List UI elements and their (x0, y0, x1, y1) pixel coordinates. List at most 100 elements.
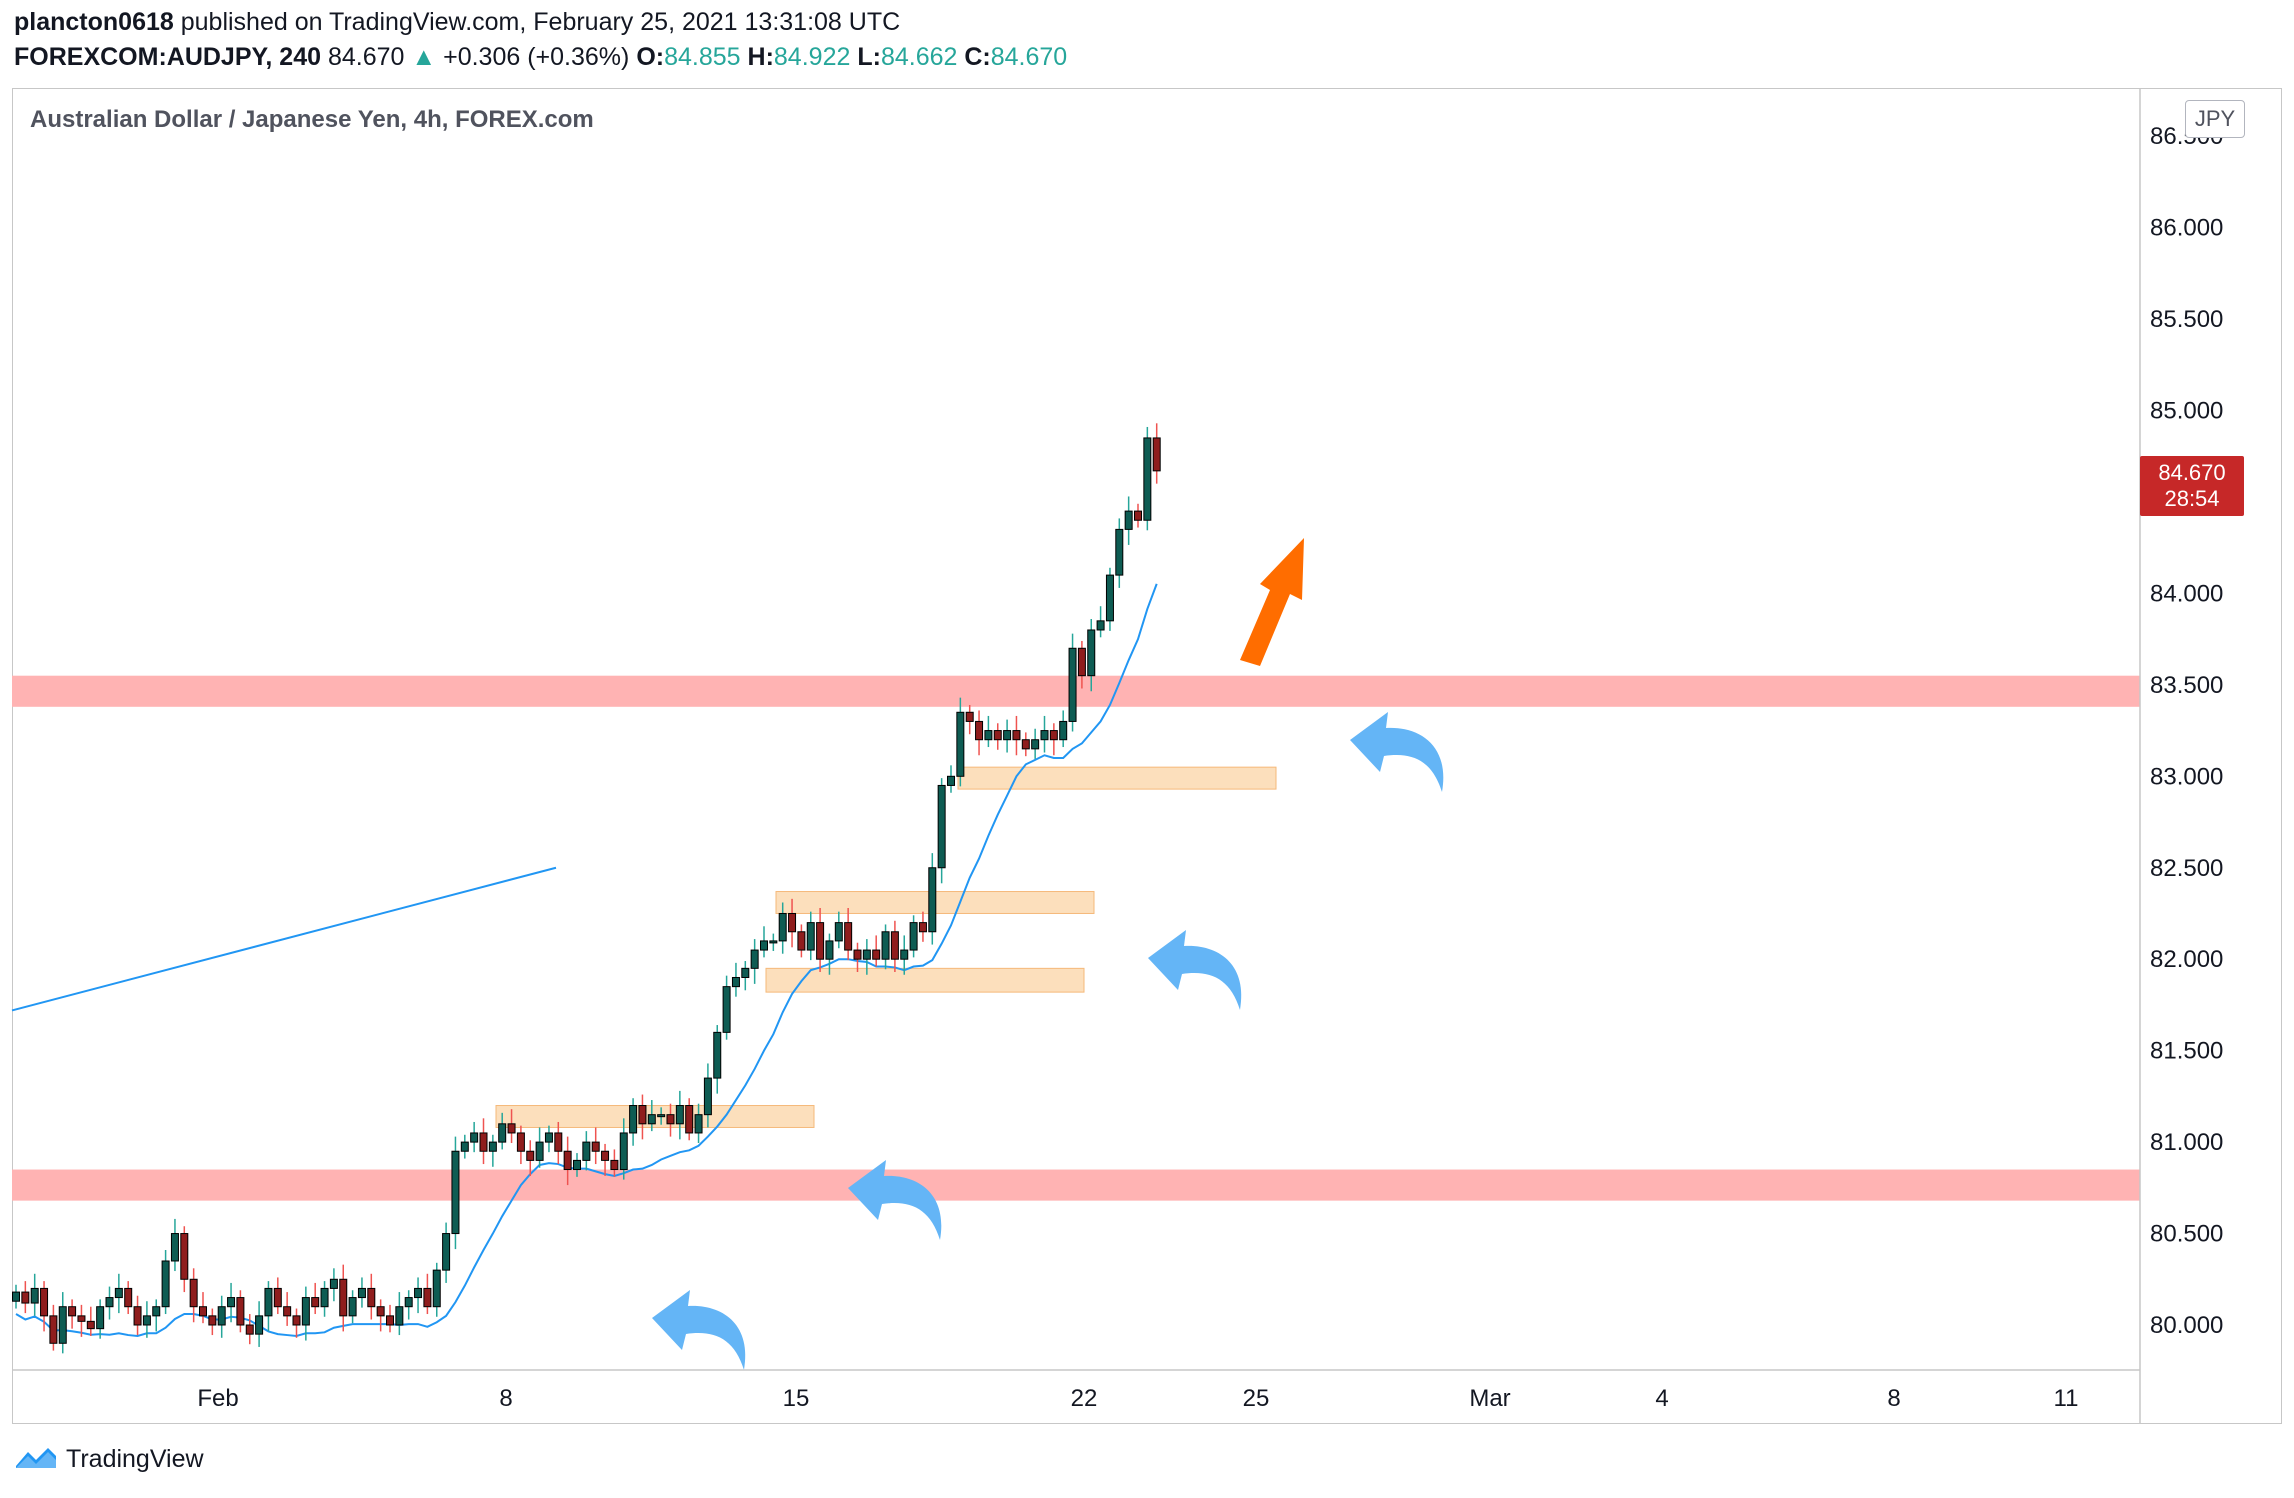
y-tick-label: 86.000 (2150, 215, 2223, 242)
x-tick-label: 15 (783, 1385, 810, 1412)
candle-body (142, 1315, 151, 1326)
x-tick-label: 25 (1243, 1385, 1270, 1412)
publisher-name[interactable]: plancton0618 (14, 8, 174, 36)
x-tick-label: Mar (1469, 1385, 1510, 1412)
candle-body (1143, 437, 1152, 521)
candle-body (722, 986, 731, 1033)
chart-frame[interactable] (12, 88, 2282, 1424)
candle-body (619, 1132, 628, 1171)
candle-body (58, 1306, 67, 1344)
candle-body (1049, 730, 1058, 741)
x-tick-label: Feb (197, 1385, 238, 1412)
trend-line (11, 866, 557, 1012)
x-tick-label: 11 (2054, 1385, 2079, 1412)
last-price-label: 84.670 28:54 (2140, 456, 2244, 516)
candle-body (376, 1306, 385, 1317)
candle-body (329, 1278, 338, 1289)
candle-body (544, 1132, 553, 1143)
candle-body (1012, 730, 1021, 741)
candle-body (152, 1306, 161, 1317)
y-tick-label: 80.000 (2150, 1312, 2223, 1339)
candle-body (956, 711, 965, 777)
candle-body (264, 1287, 273, 1317)
candle-body (778, 912, 787, 942)
bar-countdown: 28:54 (2164, 486, 2220, 511)
candle-body (339, 1278, 348, 1317)
candle-body (124, 1287, 133, 1308)
candle-body (984, 730, 993, 741)
candle-body (844, 922, 853, 951)
x-tick-label: 8 (1887, 1385, 1900, 1412)
candle-body (1059, 720, 1068, 741)
symbol-info: FOREXCOM:AUDJPY, 240 84.670 ▲ +0.306 (+0… (14, 43, 1067, 72)
candle-body (881, 931, 890, 960)
candle-body (601, 1150, 610, 1161)
candle-body (1115, 528, 1124, 576)
candle-body (40, 1287, 49, 1317)
candle-body (86, 1320, 95, 1330)
candle-body (750, 949, 759, 969)
y-tick-label: 85.500 (2150, 306, 2223, 333)
candle-body (834, 922, 843, 942)
candle-body (386, 1315, 394, 1326)
candle-body (470, 1132, 479, 1143)
candle-body (862, 949, 871, 960)
candle-body (554, 1132, 563, 1152)
candle-body (414, 1287, 423, 1299)
candle-body (918, 922, 927, 933)
close-label: C: (964, 43, 991, 71)
candle-body (535, 1141, 544, 1161)
currency-badge[interactable]: JPY (2185, 100, 2245, 138)
x-tick-label: 8 (499, 1385, 512, 1412)
candle-body (507, 1123, 516, 1134)
candle-body (77, 1315, 86, 1322)
candle-body (666, 1114, 675, 1125)
y-tick-label: 82.000 (2150, 946, 2223, 973)
y-tick-label: 84.000 (2150, 580, 2223, 607)
candle-body (1096, 620, 1105, 631)
x-tick-label: 22 (1071, 1385, 1098, 1412)
candle-body (900, 949, 909, 960)
candle-body (816, 922, 825, 960)
candle-body (236, 1297, 245, 1326)
candle-body (516, 1132, 525, 1152)
candle-body (498, 1123, 507, 1143)
candle-body (741, 967, 750, 978)
candle-body (395, 1306, 404, 1326)
candle-body (703, 1077, 712, 1116)
open-value: 84.855 (664, 43, 741, 71)
candle-body (292, 1315, 301, 1326)
curved-arrow-icon (848, 1160, 942, 1240)
candle-body (255, 1315, 264, 1335)
low-value: 84.662 (880, 43, 958, 71)
candle-body (404, 1297, 413, 1308)
curved-arrow-icon (652, 1290, 746, 1370)
candle-body (563, 1150, 572, 1171)
high-label: H: (747, 43, 774, 71)
candle-body (217, 1306, 226, 1326)
candle-body (1087, 629, 1096, 677)
candle-body (591, 1141, 600, 1152)
candle-body (12, 1291, 20, 1302)
candle-body (788, 912, 797, 933)
published-text: published on TradingView.com, February 2… (180, 8, 901, 36)
candle-body (694, 1114, 703, 1134)
tradingview-logo-icon (14, 1444, 58, 1477)
candle-body (769, 940, 778, 944)
candle-body (890, 931, 899, 960)
candle-body (1040, 730, 1049, 741)
last-price-value: 84.670 (2158, 460, 2226, 485)
low-label: L: (857, 43, 881, 71)
candle-body (685, 1105, 694, 1134)
candle-body (909, 922, 918, 951)
candle-body (96, 1306, 105, 1330)
tradingview-brand[interactable]: TradingView (66, 1445, 204, 1474)
candle-body (105, 1297, 114, 1308)
symbol: FOREXCOM:AUDJPY, 240 (14, 43, 322, 71)
candle-body (797, 931, 806, 951)
chart-title: Australian Dollar / Japanese Yen, 4h, FO… (30, 106, 594, 133)
candle-body (629, 1105, 638, 1134)
candle-body (965, 711, 974, 722)
candle-body (731, 976, 740, 988)
